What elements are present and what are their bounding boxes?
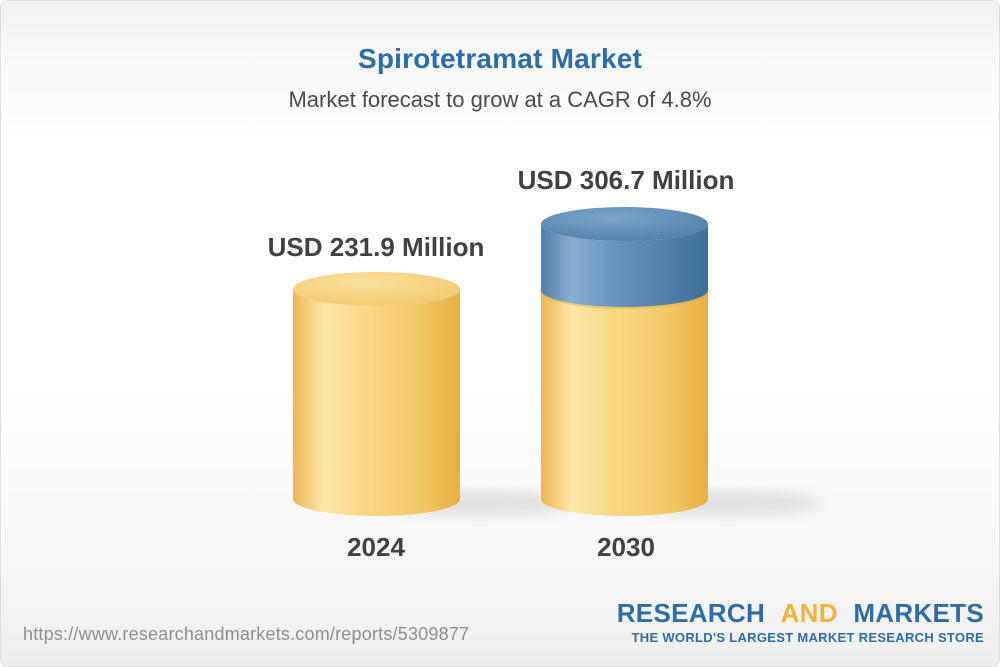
logo-word-and: AND [780, 598, 838, 628]
brand-logo-tagline: THE WORLD'S LARGEST MARKET RESEARCH STOR… [631, 630, 984, 645]
cylinder-2030-top [541, 207, 708, 241]
page-subtitle: Market forecast to grow at a CAGR of 4.8… [288, 87, 712, 112]
cylinder-2030 [539, 207, 710, 516]
cylinder-2030-growth-side [541, 224, 708, 307]
brand-logo-name: RESEARCH AND MARKETS [617, 600, 984, 626]
page-title: Spirotetramat Market [357, 43, 643, 74]
logo-word-research: RESEARCH [616, 598, 766, 628]
cylinder-2024-side [293, 289, 461, 516]
value-label-2030: USD 306.7 Million [517, 165, 735, 195]
brand-logo: RESEARCH AND MARKETS THE WORLD'S LARGEST… [617, 600, 984, 644]
logo-word-markets: MARKETS [853, 598, 984, 628]
cylinder-2024 [293, 272, 461, 516]
cylinder-2030-base-side [541, 290, 708, 516]
category-label-2030: 2030 [597, 532, 655, 562]
source-url: https://www.researchandmarkets.com/repor… [23, 624, 470, 644]
value-label-2024: USD 231.9 Million [267, 232, 485, 262]
category-label-2024: 2024 [347, 532, 405, 562]
cylinder-2024-top [293, 272, 460, 306]
